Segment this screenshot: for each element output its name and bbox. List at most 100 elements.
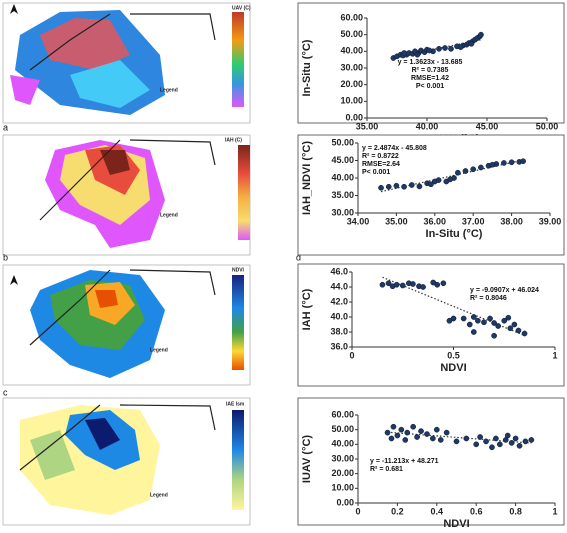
legend-label: Legend	[160, 212, 178, 218]
road	[19, 404, 216, 471]
chart-frame	[297, 2, 565, 124]
x-tick-label: 38.00	[500, 216, 523, 226]
map-area	[70, 60, 150, 108]
equation: y = -9.0907x + 46.024	[470, 287, 539, 294]
map-area	[10, 75, 40, 105]
data-point	[491, 320, 497, 326]
y-tick-label: 44.0	[330, 281, 348, 291]
y-tick-label: 46.0	[330, 266, 348, 276]
data-point	[487, 315, 493, 322]
data-point	[515, 327, 522, 334]
data-point	[470, 166, 477, 173]
data-point	[442, 45, 448, 51]
chart-frame	[297, 134, 565, 256]
data-point	[473, 441, 480, 448]
equation: P< 0.001	[416, 83, 444, 90]
x-tick-label: 0.8	[509, 506, 522, 516]
trend-line	[382, 276, 525, 337]
panel-label: c	[3, 387, 8, 397]
equation: R² = 0.8046	[470, 295, 507, 302]
legend-title: UAV (C)	[232, 5, 251, 11]
legend-title: NDVI	[232, 267, 245, 273]
data-point	[385, 280, 392, 287]
y-axis-label: In-Situ (°C)	[301, 39, 313, 96]
data-point	[508, 159, 515, 166]
data-point	[453, 438, 460, 445]
data-point	[420, 284, 426, 290]
y-tick-label: 0.00	[345, 112, 363, 122]
data-point	[378, 184, 384, 191]
data-point	[447, 176, 454, 183]
x-tick-label: 36.00	[424, 216, 447, 226]
y-tick-label: 42.0	[330, 296, 348, 306]
y-tick-label: 30.00	[331, 207, 354, 217]
data-point	[443, 429, 450, 436]
data-point	[424, 431, 430, 437]
data-point	[468, 40, 475, 47]
legend-ramp	[238, 145, 250, 240]
data-point	[478, 31, 484, 38]
data-point	[385, 183, 392, 190]
data-point	[470, 314, 477, 320]
data-point	[436, 45, 442, 52]
north-arrow	[10, 4, 18, 14]
chart: 36.0 38.0 40.0 42.0 44.0 46.0 0 0.5 1 NDVI IAH (°C…	[297, 263, 565, 387]
equation: R² = 0.8722	[362, 153, 399, 160]
data-point	[388, 435, 395, 442]
data-point	[440, 280, 447, 287]
data-point	[501, 160, 507, 166]
legend-label: Legend	[150, 492, 168, 498]
data-point	[410, 423, 417, 430]
equation: P< 0.001	[362, 169, 390, 176]
data-point	[437, 437, 444, 443]
data-point	[399, 282, 406, 289]
road	[29, 13, 216, 71]
equation: y = 2.4874x - 45.808	[362, 145, 427, 152]
y-tick-label: 20.00	[340, 79, 363, 89]
data-point	[495, 323, 502, 329]
data-point	[390, 423, 397, 430]
road	[39, 139, 216, 221]
legend-title: IAH (C)	[225, 137, 242, 143]
panel-label: b	[3, 252, 8, 262]
data-point	[435, 177, 442, 183]
data-point	[521, 330, 528, 337]
data-point	[448, 45, 454, 52]
data-point	[505, 314, 512, 321]
legend-title: IAE lsm	[226, 401, 245, 407]
map-area	[100, 150, 130, 175]
data-point	[398, 426, 405, 433]
data-point	[408, 182, 415, 188]
equation: y = -11.213x + 48.271	[370, 458, 439, 465]
data-point	[384, 429, 391, 436]
data-point	[489, 444, 495, 451]
y-tick-label: 30.00	[340, 62, 363, 72]
data-point	[430, 435, 436, 442]
data-point	[418, 428, 424, 434]
x-tick-label: 0	[355, 506, 360, 516]
data-point	[470, 329, 477, 335]
y-tick-label: 40.00	[331, 172, 354, 182]
x-tick-label: 0.5	[447, 350, 460, 360]
y-tick-label: 35.00	[331, 190, 354, 200]
y-tick-label: 40.00	[340, 46, 363, 56]
data-point	[483, 438, 489, 445]
data-point	[489, 161, 496, 168]
y-tick-label: 30.00	[331, 453, 354, 463]
data-point	[512, 435, 519, 442]
chart-frame	[297, 397, 565, 526]
y-tick-label: 0.00	[336, 497, 354, 507]
equation: RMSE=1.42	[411, 75, 449, 82]
equation: R² = 0.7385	[412, 67, 449, 74]
data-point	[478, 164, 484, 171]
data-point	[528, 437, 535, 443]
y-tick-label: 36.0	[330, 341, 348, 351]
x-tick-label: 35.00	[356, 121, 379, 131]
road	[29, 269, 216, 346]
data-point	[393, 182, 400, 189]
data-point	[501, 317, 508, 324]
y-axis-label: IUAV (°C)	[301, 435, 313, 484]
data-point	[426, 47, 433, 54]
y-tick-label: 20.00	[331, 468, 354, 478]
